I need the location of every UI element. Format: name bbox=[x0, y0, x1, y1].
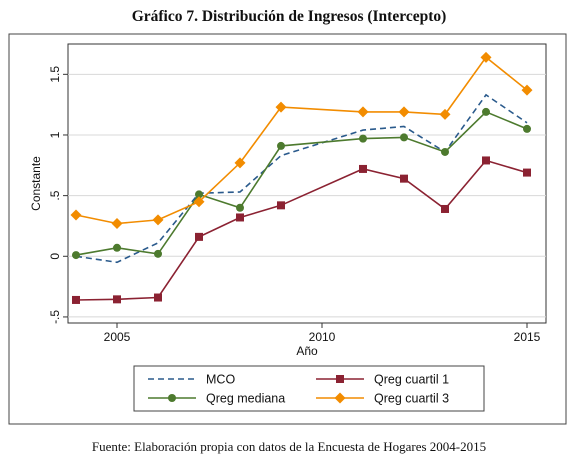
data-point-qreg-cuartil-1 bbox=[277, 201, 285, 210]
y-tick-label: 1.5 bbox=[48, 66, 62, 83]
plot-area bbox=[67, 43, 547, 324]
x-axis-label: Año bbox=[296, 344, 318, 358]
legend-swatch-marker bbox=[334, 392, 346, 404]
series-mco bbox=[75, 93, 528, 264]
data-point-qreg-cuartil-1 bbox=[523, 168, 531, 177]
x-tick-label: 2010 bbox=[309, 330, 336, 344]
legend-label: Qreg cuartil 1 bbox=[374, 373, 449, 387]
legend-item-qreg-cuartil-1: Qreg cuartil 1 bbox=[316, 373, 449, 387]
data-point-qreg-mediana bbox=[359, 134, 367, 143]
data-point-qreg-mediana bbox=[195, 190, 203, 199]
y-tick-label: 1 bbox=[48, 131, 62, 138]
data-point-qreg-mediana bbox=[441, 147, 449, 156]
data-point-qreg-mediana bbox=[154, 249, 162, 258]
legend-swatch-marker bbox=[168, 394, 176, 402]
data-point-qreg-cuartil-3 bbox=[480, 51, 492, 63]
data-point-qreg-mediana bbox=[277, 141, 285, 150]
series-qreg-cuartil-3 bbox=[70, 51, 533, 230]
legend-swatch-marker bbox=[336, 375, 344, 383]
y-axis-label: Constante bbox=[29, 156, 43, 211]
data-point-qreg-cuartil-3 bbox=[275, 101, 287, 113]
data-point-qreg-cuartil-3 bbox=[234, 157, 246, 169]
series-line-mco bbox=[75, 93, 528, 264]
data-point-qreg-cuartil-3 bbox=[70, 209, 82, 221]
data-point-qreg-cuartil-1 bbox=[113, 295, 121, 304]
y-tick-label: .5 bbox=[48, 190, 62, 200]
data-point-qreg-mediana bbox=[236, 203, 244, 212]
data-point-qreg-cuartil-3 bbox=[111, 218, 123, 230]
y-tick-label: -.5 bbox=[48, 310, 62, 324]
data-point-qreg-cuartil-1 bbox=[195, 232, 203, 241]
series-qreg-mediana bbox=[72, 107, 531, 260]
data-point-qreg-cuartil-3 bbox=[152, 214, 164, 226]
legend-item-mco: MCO bbox=[148, 373, 235, 387]
data-point-qreg-cuartil-3 bbox=[193, 196, 205, 208]
legend-frame bbox=[133, 365, 485, 412]
data-point-qreg-cuartil-1 bbox=[441, 204, 449, 213]
legend: MCO Qreg cuartil 1 Qreg mediana Qreg cuarti… bbox=[133, 365, 485, 412]
legend-label: Qreg cuartil 3 bbox=[374, 392, 449, 406]
x-tick-label: 2015 bbox=[514, 330, 541, 344]
data-point-qreg-mediana bbox=[482, 107, 490, 116]
data-point-qreg-cuartil-1 bbox=[236, 213, 244, 222]
data-point-qreg-mediana bbox=[523, 124, 531, 133]
legend-item-qreg-mediana: Qreg mediana bbox=[148, 392, 285, 406]
y-tick-label: 0 bbox=[48, 253, 62, 260]
data-point-qreg-cuartil-1 bbox=[359, 164, 367, 173]
source-note: Fuente: Elaboración propia con datos de … bbox=[91, 439, 487, 454]
data-point-qreg-cuartil-1 bbox=[482, 156, 490, 165]
data-point-qreg-cuartil-1 bbox=[154, 293, 162, 302]
legend-item-qreg-cuartil-3: Qreg cuartil 3 bbox=[316, 392, 449, 406]
data-point-qreg-cuartil-3 bbox=[521, 84, 533, 96]
data-point-qreg-cuartil-1 bbox=[400, 174, 408, 183]
data-point-qreg-cuartil-3 bbox=[357, 106, 369, 118]
series-qreg-cuartil-1 bbox=[72, 156, 531, 304]
chart-title: Gráfico 7. Distribución de Ingresos (Int… bbox=[131, 8, 447, 25]
data-point-qreg-mediana bbox=[72, 251, 80, 260]
data-point-qreg-cuartil-3 bbox=[398, 106, 410, 118]
legend-label: Qreg mediana bbox=[206, 392, 285, 406]
data-point-qreg-mediana bbox=[113, 243, 121, 252]
data-point-qreg-cuartil-1 bbox=[72, 295, 80, 304]
data-point-qreg-cuartil-3 bbox=[439, 108, 451, 120]
data-point-qreg-mediana bbox=[400, 133, 408, 142]
legend-label: MCO bbox=[206, 373, 235, 387]
x-tick-label: 2005 bbox=[104, 330, 131, 344]
